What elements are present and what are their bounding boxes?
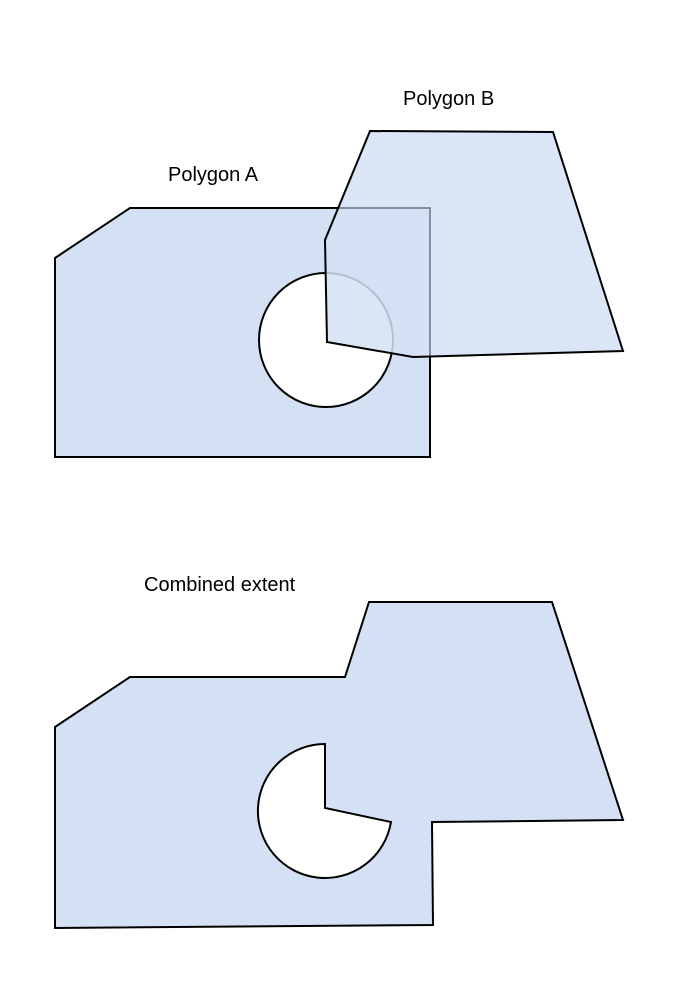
combined-polygon: [54, 601, 625, 930]
polygon-b: [323, 129, 625, 359]
combined-extent-label: Combined extent: [144, 574, 296, 596]
overlap-panel: Polygon A Polygon B: [54, 88, 625, 458]
polygon-a-label: Polygon A: [168, 164, 259, 186]
polygon-b-label: Polygon B: [403, 88, 494, 110]
combined-panel: Combined extent: [54, 574, 625, 930]
polygon-a-hidden-edge: [333, 207, 431, 357]
